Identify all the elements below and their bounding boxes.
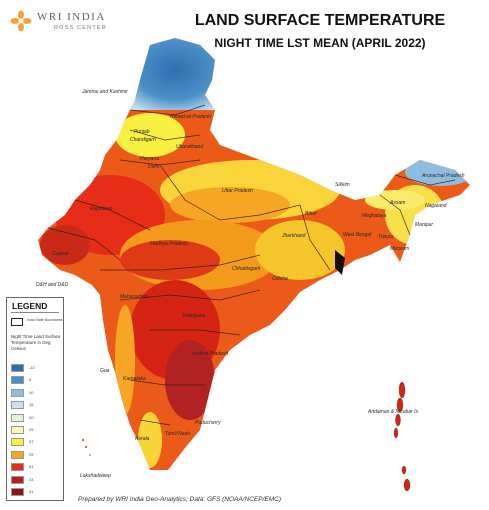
label-delhi: Delhi: [148, 164, 160, 170]
label-uttarakhand: Uttarakhand: [176, 144, 203, 150]
zone-kerala-yellow: [138, 412, 162, 468]
label-arunachal: Arunachal Pradesh: [421, 173, 465, 179]
label-sikkim: Sikkim: [335, 182, 350, 188]
lakshadweep-islands: [82, 439, 91, 456]
legend-class-row: 33: [11, 475, 61, 485]
label-gujarat: Gujarat: [52, 251, 69, 257]
label-mizoram: Mizoram: [390, 246, 409, 252]
legend-swatch-label: 33: [29, 476, 34, 482]
legend-swatch-label: 41: [29, 489, 34, 494]
label-up: Uttar Pradesh: [222, 188, 253, 194]
label-assam: Assam: [389, 200, 405, 206]
legend-swatch-label: 10: [29, 389, 34, 395]
zone-east-yellow: [255, 220, 345, 280]
legend-swatch: [11, 450, 24, 459]
zone-western-ghats: [115, 305, 135, 415]
label-odisha: Odisha: [272, 276, 288, 282]
legend-swatch-label: 31: [29, 464, 34, 470]
legend-class-row: 31: [11, 463, 61, 472]
label-kerala: Kerala: [135, 436, 150, 442]
label-mp: Madhya Pradesh: [150, 241, 188, 247]
label-lakshadweep: Lakshadweep: [80, 473, 111, 479]
legend-class-row: 20: [11, 413, 61, 423]
logo-sub: ROSS CENTER: [54, 25, 107, 31]
legend-class-row: 25: [11, 426, 61, 435]
legend-swatch: [11, 413, 24, 422]
label-wb: West Bengal: [343, 232, 372, 238]
legend-swatch: [11, 426, 24, 434]
legend-title: LEGEND: [12, 301, 48, 311]
legend-class-row: 0: [11, 376, 61, 385]
label-manipur: Manipur: [415, 222, 433, 228]
label-meghalaya: Meghalaya: [362, 213, 387, 219]
legend-swatch-label: 0: [29, 377, 32, 383]
label-jammu: Jammu and Kashmir: [81, 89, 128, 95]
map-title: LAND SURFACE TEMPERATURE: [194, 12, 446, 29]
label-maharashtra: Maharashtra: [120, 294, 148, 300]
zone-gangetic-orange: [170, 187, 290, 223]
label-andaman: Andaman & Nicobar Is: [367, 409, 419, 415]
legend-class-row: 27: [11, 438, 61, 447]
legend-divider: [11, 312, 59, 313]
state-boundary-label: India State Boundaries: [27, 318, 63, 322]
zone-south-dark: [165, 340, 215, 420]
label-tripura: Tripura: [378, 234, 394, 240]
label-tamilnadu: Tamil Nadu: [165, 431, 190, 437]
zone-gujarat-red: [40, 225, 90, 265]
legend-swatch: [11, 388, 24, 397]
legend-swatch: [11, 463, 24, 472]
legend-swatch-label: 20: [29, 414, 34, 420]
label-bihar: Bihar: [305, 211, 317, 217]
legend-swatch: [11, 364, 24, 372]
legend-class-row: 41: [11, 488, 61, 497]
legend-swatch: [11, 475, 24, 484]
label-dnh: D&H and D&D: [36, 282, 69, 288]
label-chandigarh: Chandigarh: [130, 137, 156, 143]
label-haryana: Haryana: [140, 156, 159, 162]
legend-swatch-label: 29: [29, 451, 34, 457]
label-goa: Goa: [100, 368, 110, 374]
label-chhattisgarh: Chhattisgarh: [232, 266, 261, 272]
legend-class-row: 15: [11, 401, 61, 410]
wri-india-logo: WRI INDIA ROSS CENTER: [10, 10, 160, 42]
legend-class-row: 10: [11, 388, 61, 398]
label-rajasthan: Rajasthan: [90, 206, 113, 212]
bangladesh-shadow: [335, 250, 345, 275]
label-telangana: Telangana: [182, 313, 205, 319]
legend-swatch-label: 25: [29, 427, 34, 432]
label-karnataka: Karnataka: [123, 376, 146, 382]
legend-swatch: [11, 401, 24, 410]
label-himachal: Himachal Pradesh: [170, 114, 211, 120]
zone-punjab-yellow: [115, 113, 185, 157]
legend: LEGEND India State Boundaries Night Time…: [6, 297, 64, 501]
logo-name: WRI INDIA: [37, 11, 106, 23]
map-subtitle: NIGHT TIME LST MEAN (APRIL 2022): [214, 36, 426, 50]
legend-swatch-label: 15: [29, 402, 34, 408]
label-ap: Andhra Pradesh: [191, 351, 228, 357]
wri-flower-icon: [10, 10, 32, 32]
legend-class-row: 29: [11, 450, 61, 460]
state-boundaries: [47, 104, 456, 426]
label-jharkhand: Jharkhand: [281, 233, 306, 239]
label-punjab: Punjab: [134, 129, 150, 135]
footer-credit: Prepared by WRI India Geo-Analytics; Dat…: [78, 496, 282, 503]
label-nagaland: Nagaland: [425, 203, 447, 209]
legend-swatch: [11, 488, 24, 496]
state-boundary-swatch: [11, 318, 23, 326]
legend-swatch-label: -10: [29, 365, 35, 370]
legend-swatch-label: 27: [29, 439, 34, 445]
legend-heading: Night Time Land Surface Temperature in D…: [11, 334, 61, 351]
label-puducherry: Puducherry: [195, 420, 221, 426]
legend-swatch: [11, 438, 24, 447]
legend-swatch: [11, 376, 24, 385]
legend-class-row: -10: [11, 364, 61, 373]
andaman-islands: [393, 381, 411, 492]
zone-ne-cold: [405, 158, 470, 186]
